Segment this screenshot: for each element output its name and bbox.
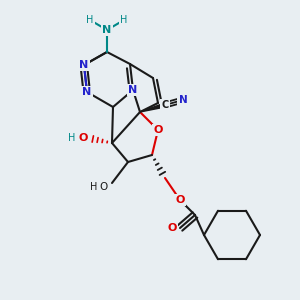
Text: H: H — [68, 133, 76, 143]
Text: O: O — [78, 133, 88, 143]
Text: N: N — [80, 60, 88, 70]
Text: C: C — [161, 100, 169, 110]
Polygon shape — [140, 103, 166, 112]
Text: N: N — [178, 95, 188, 105]
Text: O: O — [175, 195, 185, 205]
Text: O: O — [167, 223, 177, 233]
Text: H: H — [120, 15, 128, 25]
Text: N: N — [82, 87, 91, 97]
Text: N: N — [102, 25, 112, 35]
Text: H: H — [86, 15, 94, 25]
Text: H: H — [90, 182, 98, 192]
Text: O: O — [153, 125, 163, 135]
Text: O: O — [100, 182, 108, 192]
Text: N: N — [128, 85, 138, 95]
